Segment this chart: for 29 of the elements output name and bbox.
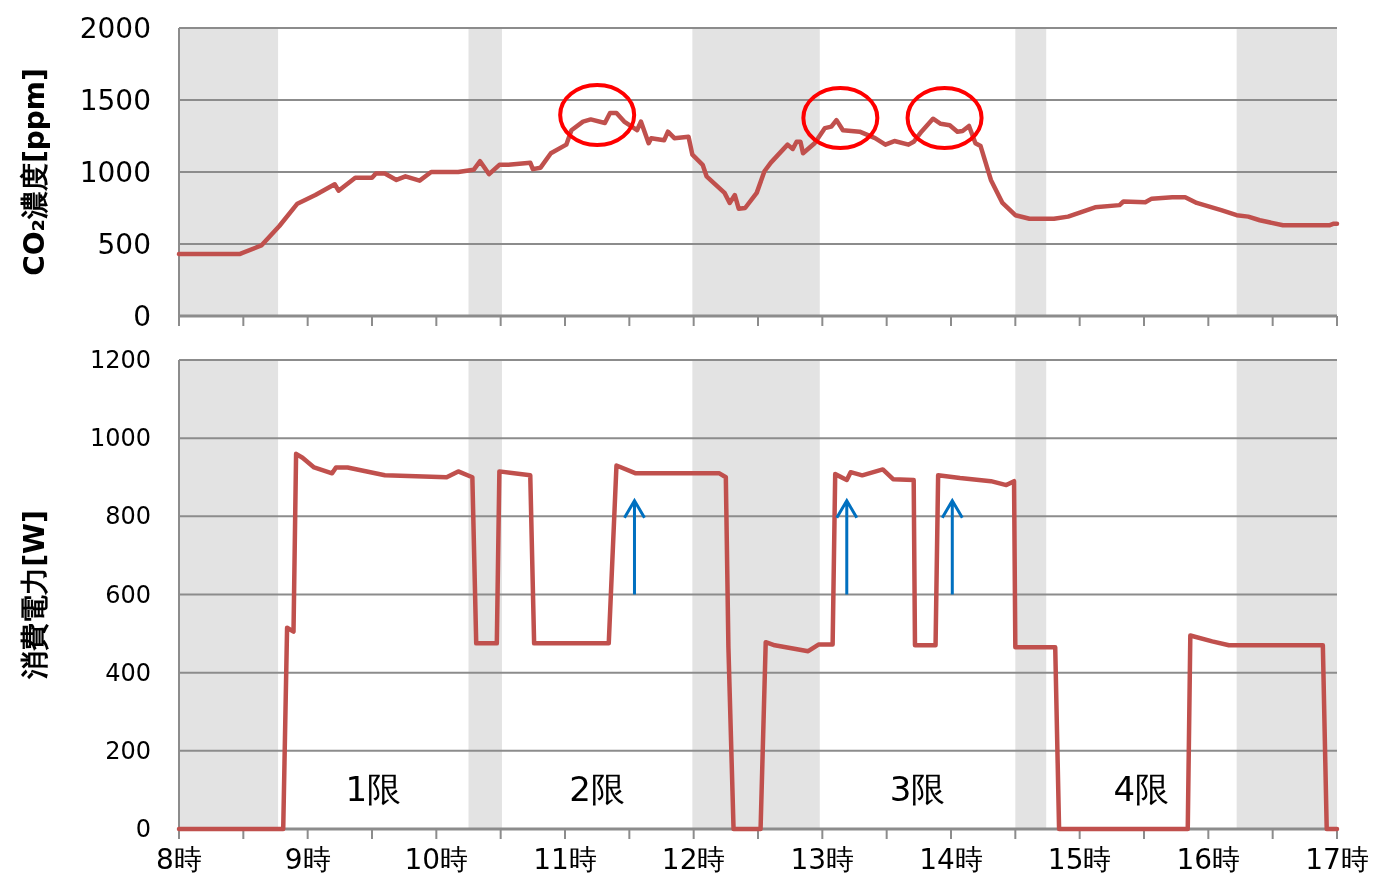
x-tick-label: 16時 [1176,843,1241,876]
x-tick-label: 10時 [404,843,469,876]
line-series [176,110,1340,257]
y-tick-label: 1000 [79,155,151,189]
y-axis-title: CO₂濃度[ppm] [18,68,51,276]
y-tick-label: 0 [133,299,151,333]
annotation: 3限 [889,769,946,809]
x-tick-label: 12時 [661,843,726,876]
y-tick-label: 1200 [89,346,151,374]
x-tick-label: 11時 [533,843,597,876]
x-tick-label: 8時 [156,843,202,876]
y-tick-label: 800 [105,502,151,531]
annotation: 1限 [345,769,402,809]
x-tick-label: 13時 [790,843,855,876]
y-tick-label: 400 [105,658,151,687]
y-tick-label: 1000 [89,424,151,453]
y-tick-label: 200 [105,736,151,765]
x-tick-label: 15時 [1047,843,1112,876]
annotation: 4限 [1113,769,1170,809]
y-axis-title: 消費電力[W] [18,510,51,680]
y-tick-label: 2000 [79,11,151,45]
y-tick-label: 600 [105,580,151,609]
annotation: 2限 [569,769,625,809]
y-tick-label: 1500 [79,83,151,117]
x-tick-label: 9時 [284,843,331,876]
y-tick-label: 500 [97,227,151,261]
x-tick-label: 14時 [919,843,983,876]
y-tick-label: 0 [135,815,151,843]
x-tick-label: 17時 [1305,843,1369,876]
